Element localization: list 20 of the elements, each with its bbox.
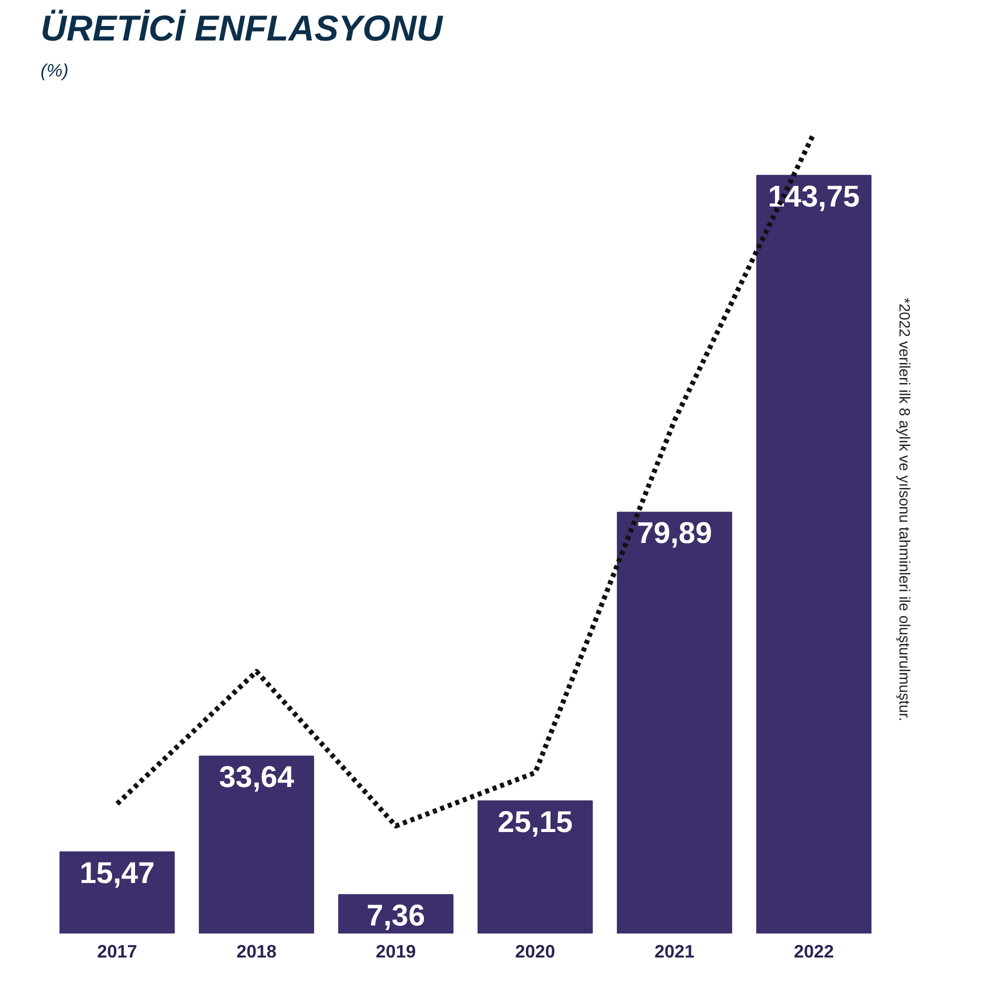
x-tick-label: 2021 xyxy=(654,942,695,962)
data-label: 79,89 xyxy=(636,517,712,550)
data-label: 15,47 xyxy=(80,856,155,890)
bar xyxy=(616,512,732,934)
x-tick-label: 2018 xyxy=(236,942,277,962)
data-label: 25,15 xyxy=(498,806,573,839)
data-label: 143,75 xyxy=(768,180,860,214)
x-tick-label: 2020 xyxy=(515,942,556,962)
data-label: 33,64 xyxy=(218,761,294,794)
text: *2022 verileri ilk 8 aylık ve yılsonu tahminleri ile oluşturulmuştur. xyxy=(896,298,912,722)
chart-subtitle: (%) xyxy=(40,60,68,80)
x-tick-label: 2022 xyxy=(794,942,834,962)
x-tick-label: 2019 xyxy=(376,942,416,962)
bar xyxy=(198,756,314,934)
x-tick-label: 2017 xyxy=(97,942,138,962)
chart-title: ÜRETİCİ ENFLASYONU xyxy=(40,8,444,48)
bar xyxy=(756,174,872,934)
data-label: 7,36 xyxy=(366,900,426,933)
bar xyxy=(60,851,175,934)
bar xyxy=(478,800,593,934)
